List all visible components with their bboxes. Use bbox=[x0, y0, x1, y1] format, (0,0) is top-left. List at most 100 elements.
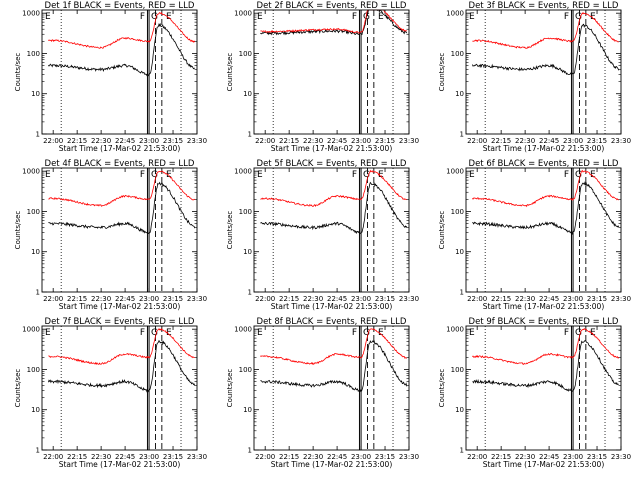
y-tick-label: 100 bbox=[27, 50, 40, 58]
y-tick-label: 10 bbox=[243, 248, 252, 256]
lightcurve-panel: Det 5f BLACK = Events, RED = LLD 22:00 22:… bbox=[226, 159, 419, 311]
x-tick-label: 23:15 bbox=[587, 453, 607, 461]
plot-frame bbox=[253, 167, 410, 293]
x-tick-label: 22:45 bbox=[115, 295, 135, 303]
y-tick-label: 1000 bbox=[22, 326, 40, 334]
panel-title: Det 9f BLACK = Events, RED = LLD bbox=[469, 317, 619, 327]
plot-frame bbox=[253, 9, 410, 135]
x-tick-label: 22:00 bbox=[43, 295, 63, 303]
marker-letter: F bbox=[352, 170, 357, 180]
y-tick-label: 10 bbox=[31, 406, 40, 414]
marker-letter: E bbox=[590, 12, 596, 22]
x-tick-label: 23:15 bbox=[163, 137, 183, 145]
y-tick-label: 1 bbox=[460, 447, 464, 455]
lld-series-line bbox=[48, 12, 196, 49]
marker-letter: E bbox=[590, 328, 596, 338]
x-tick-label: 22:30 bbox=[91, 453, 111, 461]
x-tick-label: 22:15 bbox=[491, 453, 511, 461]
x-axis-label: Start Time (17-Mar-02 21:53:00) bbox=[59, 302, 181, 311]
y-tick-label: 10 bbox=[243, 406, 252, 414]
y-axis-label: Counts/sec bbox=[226, 53, 234, 92]
x-tick-label: 23:00 bbox=[563, 137, 583, 145]
plot-frame bbox=[465, 167, 622, 293]
events-series-line bbox=[48, 339, 196, 393]
y-tick-label: 100 bbox=[239, 208, 252, 216]
x-tick-label: 23:00 bbox=[139, 295, 159, 303]
x-tick-label: 22:45 bbox=[539, 137, 559, 145]
x-tick-label: 22:00 bbox=[255, 453, 275, 461]
lld-series-line bbox=[48, 170, 195, 207]
marker-letter: E bbox=[257, 328, 263, 338]
x-tick-label: 22:00 bbox=[467, 295, 487, 303]
y-tick-label: 100 bbox=[239, 50, 252, 58]
marker-letter: E bbox=[45, 170, 51, 180]
marker-letter: F bbox=[352, 12, 357, 22]
x-tick-label: 23:00 bbox=[351, 453, 371, 461]
y-tick-label: 10 bbox=[243, 90, 252, 98]
y-tick-label: 10 bbox=[455, 248, 464, 256]
x-tick-label: 22:45 bbox=[327, 137, 347, 145]
lightcurve-panel: Det 9f BLACK = Events, RED = LLD 22:00 22:… bbox=[438, 317, 631, 469]
x-tick-label: 23:15 bbox=[375, 453, 395, 461]
events-series-line bbox=[48, 22, 195, 77]
y-axis-label: Counts/sec bbox=[438, 211, 446, 250]
y-tick-label: 100 bbox=[27, 208, 40, 216]
marker-letter: E bbox=[166, 328, 172, 338]
x-tick-label: 23:30 bbox=[611, 137, 631, 145]
x-tick-label: 22:45 bbox=[327, 453, 347, 461]
y-tick-label: 1000 bbox=[234, 326, 252, 334]
y-axis-label: Counts/sec bbox=[438, 53, 446, 92]
y-axis-label: Counts/sec bbox=[226, 369, 234, 408]
marker-letter: G bbox=[151, 12, 158, 22]
x-axis-label: Start Time (17-Mar-02 21:53:00) bbox=[59, 460, 181, 469]
y-axis-label: Counts/sec bbox=[14, 53, 22, 92]
panel-title: Det 5f BLACK = Events, RED = LLD bbox=[257, 159, 407, 169]
x-tick-label: 22:15 bbox=[67, 453, 87, 461]
y-axis-label: Counts/sec bbox=[14, 211, 22, 250]
marker-letter: E bbox=[257, 170, 263, 180]
x-tick-label: 22:30 bbox=[515, 295, 535, 303]
x-tick-label: 23:30 bbox=[399, 295, 419, 303]
x-tick-label: 22:30 bbox=[515, 137, 535, 145]
marker-letter: G bbox=[575, 170, 582, 180]
x-tick-label: 22:30 bbox=[91, 295, 111, 303]
marker-letter: E bbox=[257, 12, 263, 22]
y-tick-label: 1 bbox=[248, 447, 252, 455]
x-tick-label: 23:00 bbox=[139, 453, 159, 461]
x-axis-label: Start Time (17-Mar-02 21:53:00) bbox=[59, 144, 181, 153]
x-axis-label: Start Time (17-Mar-02 21:53:00) bbox=[483, 460, 605, 469]
x-tick-label: 23:15 bbox=[163, 295, 183, 303]
marker-letter: G bbox=[575, 328, 582, 338]
x-tick-label: 23:30 bbox=[399, 453, 419, 461]
panel-title: Det 4f BLACK = Events, RED = LLD bbox=[45, 159, 195, 169]
x-axis-label: Start Time (17-Mar-02 21:53:00) bbox=[271, 144, 393, 153]
events-series-line bbox=[260, 181, 408, 235]
plot-frame bbox=[465, 325, 622, 451]
x-tick-label: 22:15 bbox=[279, 137, 299, 145]
y-tick-label: 100 bbox=[27, 366, 40, 374]
y-tick-label: 10 bbox=[455, 90, 464, 98]
marker-letter: E bbox=[469, 12, 475, 22]
marker-letter: G bbox=[363, 328, 370, 338]
x-tick-label: 22:30 bbox=[91, 137, 111, 145]
y-tick-label: 10 bbox=[31, 248, 40, 256]
lld-series-line bbox=[472, 169, 619, 208]
plot-frame bbox=[253, 325, 410, 451]
x-axis-label: Start Time (17-Mar-02 21:53:00) bbox=[483, 302, 605, 311]
y-axis-label: Counts/sec bbox=[226, 211, 234, 250]
lld-series-line bbox=[48, 327, 195, 365]
x-tick-label: 22:00 bbox=[43, 453, 63, 461]
marker-letter: G bbox=[151, 328, 158, 338]
x-tick-label: 22:30 bbox=[303, 137, 323, 145]
lightcurve-panel: Det 8f BLACK = Events, RED = LLD 22:00 22:… bbox=[226, 317, 419, 469]
y-tick-label: 1000 bbox=[22, 168, 40, 176]
lightcurve-panel: Det 1f BLACK = Events, RED = LLD 22:00 22:… bbox=[14, 1, 207, 153]
x-tick-label: 23:15 bbox=[587, 295, 607, 303]
panel-title: Det 1f BLACK = Events, RED = LLD bbox=[45, 1, 195, 11]
y-tick-label: 1 bbox=[460, 131, 464, 139]
y-tick-label: 10 bbox=[31, 90, 40, 98]
x-tick-label: 22:30 bbox=[303, 295, 323, 303]
marker-letter: E bbox=[469, 170, 475, 180]
marker-letter: F bbox=[352, 328, 357, 338]
x-tick-label: 22:45 bbox=[115, 453, 135, 461]
